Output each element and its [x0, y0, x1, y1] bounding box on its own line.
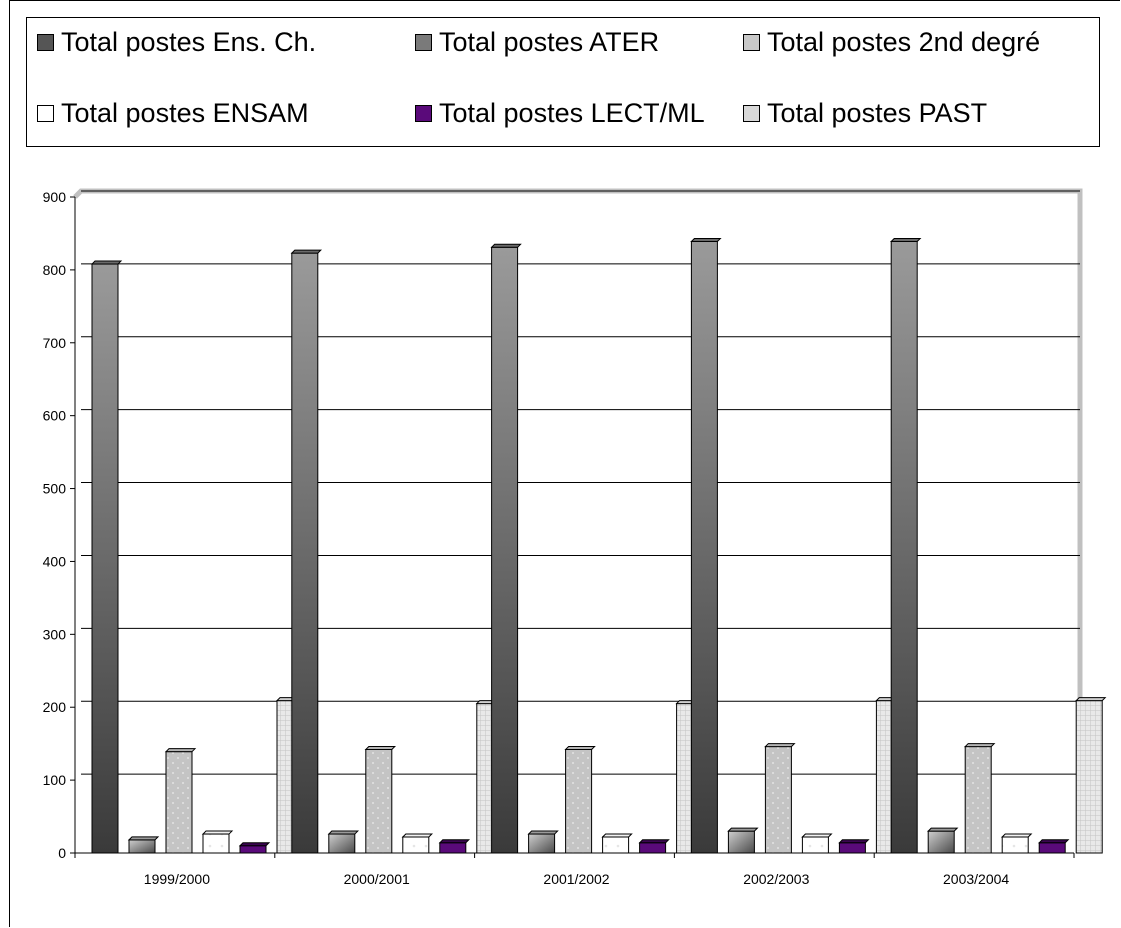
y-tick-label: 600: [43, 408, 67, 424]
bar: [690, 240, 718, 854]
bar: [128, 839, 156, 854]
bar-top-face: [889, 237, 922, 242]
bar-top-face: [801, 833, 833, 838]
bar-top-face: [926, 827, 959, 832]
legend-swatch-lect-ml: [415, 104, 432, 122]
bar-top-face: [601, 833, 633, 838]
bar: [602, 836, 630, 854]
bar: [927, 830, 955, 854]
bar-top-face: [201, 830, 234, 835]
y-tick-label: 0: [58, 845, 66, 861]
bar-top-face: [1000, 833, 1033, 838]
legend-item-ens-ch: Total postes Ens. Ch.: [37, 22, 316, 62]
bar: [365, 748, 393, 854]
y-tick-label: 900: [43, 189, 67, 205]
bar-top-face: [564, 745, 596, 750]
bar: [727, 830, 755, 854]
bar: [639, 842, 667, 854]
y-tick-label: 100: [43, 772, 67, 788]
bar-top-face: [764, 743, 796, 748]
bar-top-face: [1074, 697, 1107, 702]
bar: [91, 263, 119, 854]
bar-top-face: [238, 842, 271, 847]
bar: [838, 842, 866, 854]
bar: [439, 842, 467, 854]
legend-item-lect-ml: Total postes LECT/ML: [415, 93, 705, 133]
bar: [291, 252, 319, 854]
y-tick-label: 700: [43, 335, 67, 351]
bar: [528, 833, 556, 854]
bar: [491, 246, 519, 854]
x-tick-label: 2003/2004: [943, 871, 1009, 887]
x-tick-label: 2000/2001: [344, 871, 410, 887]
bar-top-face: [638, 839, 670, 844]
bar-top-face: [727, 827, 759, 832]
y-tick-label: 400: [43, 553, 67, 569]
bar: [402, 836, 430, 854]
legend-swatch-past: [743, 104, 760, 122]
legend-label-past: Total postes PAST: [767, 97, 988, 128]
y-tick-label: 500: [43, 481, 67, 497]
legend-item-second-degree: Total postes 2nd degré: [743, 22, 1040, 62]
legend-label-lect-ml: Total postes LECT/ML: [439, 97, 705, 128]
bar: [202, 833, 230, 854]
bar-top-face: [690, 237, 722, 242]
chart-legend: Total postes Ens. Ch. Total postes ATER …: [26, 17, 1100, 147]
bar-top-face: [438, 839, 471, 844]
bar-top-face: [364, 745, 397, 750]
bar: [964, 746, 992, 854]
legend-label-ater: Total postes ATER: [439, 26, 660, 57]
legend-label-ens-ch: Total postes Ens. Ch.: [61, 26, 317, 57]
bar: [165, 751, 193, 854]
legend-label-ensam: Total postes ENSAM: [61, 97, 309, 128]
bar-top-face: [490, 243, 522, 248]
bar: [801, 836, 829, 854]
bar: [328, 833, 356, 854]
chart-frame: [9, 0, 1120, 927]
bar-top-face: [1037, 839, 1070, 844]
legend-item-ater: Total postes ATER: [415, 22, 659, 62]
bar: [565, 748, 593, 854]
y-tick-label: 800: [43, 262, 67, 278]
bar-top-face: [90, 260, 123, 265]
y-tick-label: 200: [43, 699, 67, 715]
bar: [1001, 836, 1029, 854]
legend-label-second-degree: Total postes 2nd degré: [767, 26, 1041, 57]
bar: [890, 240, 918, 854]
bar: [239, 845, 267, 854]
bar-top-face: [127, 836, 160, 841]
bar: [1038, 842, 1066, 854]
bar-top-face: [164, 748, 197, 753]
bar: [1075, 700, 1103, 854]
bar-top-face: [327, 830, 360, 835]
x-tick-label: 2002/2003: [743, 871, 809, 887]
bar-top-face: [838, 839, 870, 844]
legend-swatch-ater: [415, 33, 432, 51]
legend-item-past: Total postes PAST: [743, 93, 987, 133]
legend-item-ensam: Total postes ENSAM: [37, 93, 309, 133]
legend-swatch-second-degree: [743, 33, 760, 51]
bar-top-face: [963, 743, 996, 748]
legend-swatch-ens-ch: [37, 33, 54, 51]
x-tick-label: 2001/2002: [543, 871, 609, 887]
x-tick-label: 1999/2000: [144, 871, 210, 887]
bar-top-face: [290, 249, 323, 254]
legend-swatch-ensam: [37, 104, 54, 122]
bar-top-face: [527, 830, 559, 835]
bar: [764, 746, 792, 854]
bar-top-face: [401, 833, 434, 838]
y-tick-label: 300: [43, 626, 67, 642]
